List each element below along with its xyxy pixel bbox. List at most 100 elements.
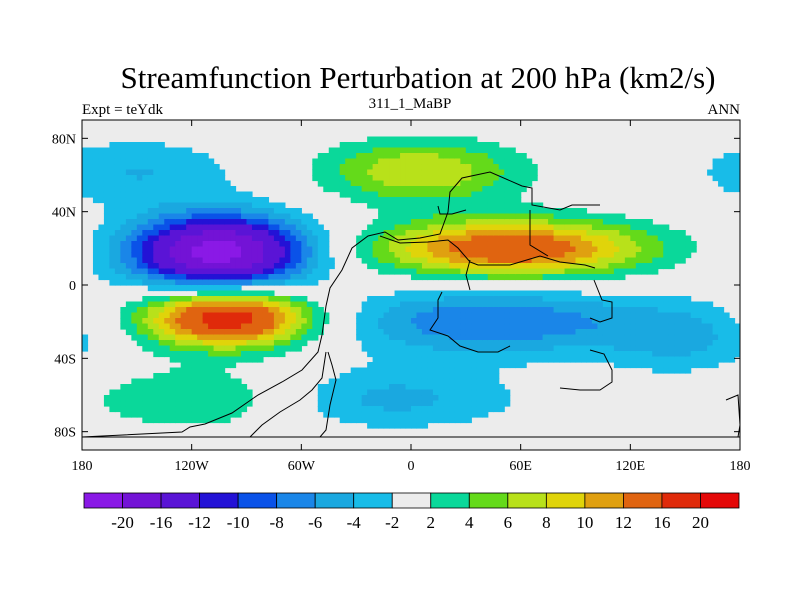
field-cell: [92, 235, 100, 242]
field-cell: [575, 241, 582, 248]
field-cell: [421, 378, 429, 385]
field-cell: [663, 252, 670, 259]
field-cell: [613, 334, 620, 341]
field-cell: [175, 164, 182, 171]
field-cell: [345, 164, 352, 171]
field-cell: [279, 351, 286, 358]
field-cell: [103, 257, 111, 264]
field-cell: [411, 147, 418, 154]
field-cell: [208, 285, 215, 292]
field-cell: [619, 362, 626, 369]
field-cell: [542, 274, 549, 281]
field-cell: [411, 257, 418, 264]
colorbar-swatch: [353, 492, 393, 509]
field-cell: [421, 158, 429, 165]
field-cell: [449, 263, 456, 270]
field-cell: [186, 307, 193, 314]
colorbar-swatch: [314, 492, 355, 509]
field-cell: [400, 230, 407, 237]
field-cell: [504, 362, 511, 369]
field-cell: [564, 290, 571, 297]
field-cell: [575, 263, 582, 270]
field-cell: [312, 263, 319, 270]
field-cell: [202, 285, 209, 292]
field-cell: [202, 307, 209, 314]
field-cell: [383, 373, 390, 380]
field-cell: [564, 213, 571, 220]
field-cell: [295, 213, 302, 220]
field-cell: [268, 290, 275, 297]
field-cell: [493, 268, 500, 275]
field-cell: [356, 395, 363, 402]
field-cell: [241, 241, 248, 248]
field-cell: [169, 329, 176, 336]
field-cell: [306, 334, 313, 341]
field-cell: [389, 400, 396, 407]
field-cell: [279, 312, 286, 319]
field-cell: [153, 307, 160, 314]
field-cell: [438, 406, 445, 413]
field-cell: [641, 219, 648, 226]
field-cell: [191, 318, 198, 325]
field-cell: [476, 186, 483, 193]
field-cell: [454, 274, 461, 281]
field-cell: [158, 252, 165, 259]
field-cell: [696, 362, 703, 369]
field-cell: [482, 395, 489, 402]
field-cell: [586, 235, 593, 242]
field-cell: [564, 318, 571, 325]
field-cell: [432, 208, 440, 215]
field-cell: [586, 351, 593, 358]
field-cell: [679, 323, 686, 330]
field-cell: [509, 147, 516, 154]
field-cell: [487, 318, 494, 325]
field-cell: [526, 301, 533, 308]
field-cell: [531, 252, 538, 259]
field-cell: [98, 246, 105, 253]
field-cell: [306, 329, 313, 336]
field-cell: [389, 323, 396, 330]
field-cell: [301, 219, 308, 226]
field-cell: [465, 400, 472, 407]
field-cell: [493, 334, 500, 341]
field-cell: [246, 400, 253, 407]
field-cell: [180, 362, 187, 369]
field-cell: [575, 351, 582, 358]
field-cell: [191, 252, 198, 259]
field-cell: [416, 290, 423, 297]
field-cell: [175, 296, 182, 303]
field-cell: [476, 230, 483, 237]
field-cell: [652, 307, 659, 314]
field-cell: [515, 362, 522, 369]
field-cell: [696, 356, 703, 363]
field-cell: [136, 268, 143, 275]
field-cell: [559, 301, 566, 308]
field-cell: [131, 246, 138, 253]
field-cell: [378, 323, 385, 330]
field-cell: [443, 208, 450, 215]
field-cell: [339, 153, 346, 160]
field-cell: [301, 257, 308, 264]
field-cell: [602, 246, 609, 253]
field-cell: [356, 417, 363, 424]
field-cell: [624, 235, 631, 242]
field-cell: [712, 318, 719, 325]
field-cell: [109, 158, 116, 165]
field-cell: [454, 252, 461, 259]
field-cell: [400, 422, 407, 429]
field-cell: [290, 334, 297, 341]
field-cell: [235, 230, 242, 237]
field-cell: [164, 378, 171, 385]
field-cell: [652, 323, 659, 330]
field-cell: [158, 246, 165, 253]
field-cell: [405, 290, 412, 297]
field-cell: [471, 208, 478, 215]
field-cell: [208, 197, 215, 204]
field-cell: [476, 329, 483, 336]
field-cell: [416, 175, 423, 182]
field-cell: [312, 301, 319, 308]
field-cell: [339, 169, 346, 176]
field-cell: [169, 307, 176, 314]
field-cell: [175, 367, 182, 374]
field-cell: [367, 263, 374, 270]
